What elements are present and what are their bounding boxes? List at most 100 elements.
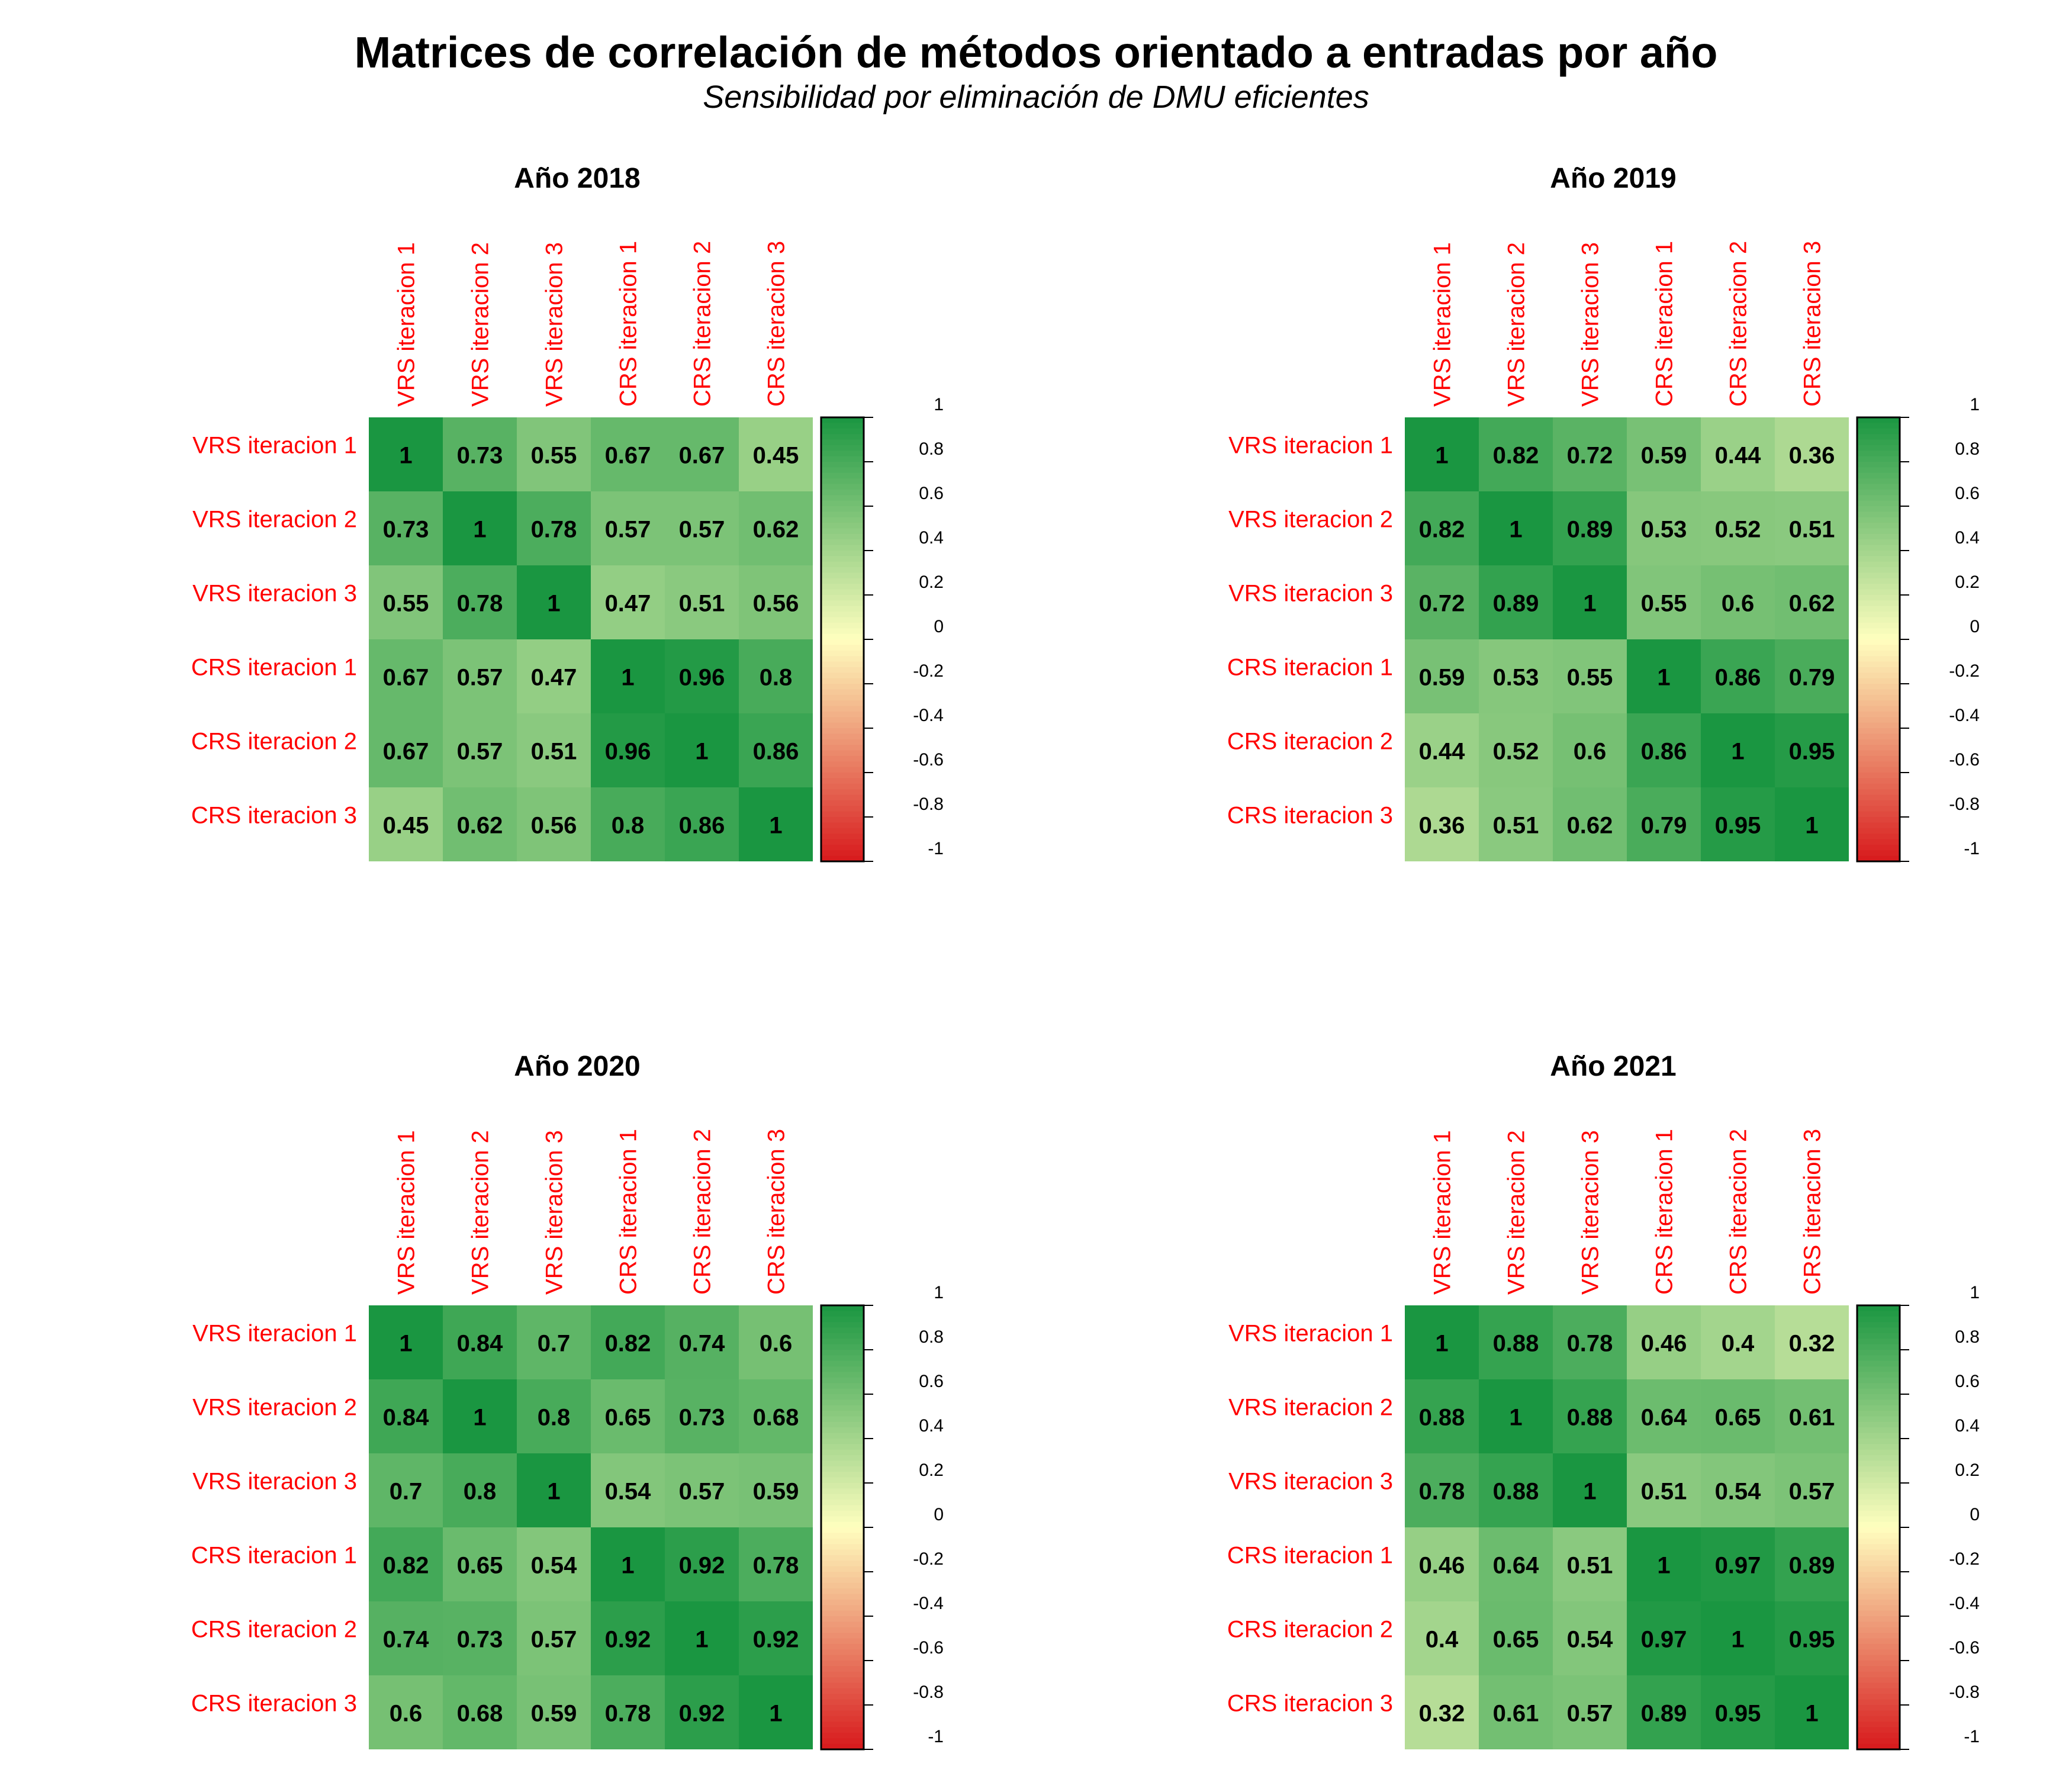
heatmap-cell: [1775, 1453, 1849, 1527]
heatmap-cell: [517, 1305, 591, 1379]
heatmap-cell: [1627, 1601, 1701, 1675]
column-label: VRS iteracion 2: [1504, 1130, 1530, 1295]
colorbar-segment: [1857, 456, 1900, 462]
colorbar-segment: [1857, 1643, 1900, 1650]
colorbar-segment: [821, 1705, 864, 1711]
cell-value-label: 0.89: [1789, 1553, 1835, 1579]
colorbar-segment: [1857, 1339, 1900, 1345]
heatmap-cell: [739, 1601, 813, 1675]
heatmap-cell: [1553, 417, 1627, 491]
heatmap-cell: [1479, 1379, 1553, 1453]
heatmap-cell: [443, 491, 517, 565]
colorbar-segment: [1857, 1327, 1900, 1334]
heatmap-cell: [443, 713, 517, 787]
colorbar-segment: [821, 1533, 864, 1539]
colorbar-segment: [1857, 1710, 1900, 1717]
cell-value-label: 0.57: [531, 1627, 577, 1653]
colorbar-segment: [1857, 1388, 1900, 1395]
colorbar-segment: [821, 1377, 864, 1384]
colorbar-segment: [821, 1727, 864, 1733]
heatmap-cell: [1627, 1305, 1701, 1379]
colorbar-segment: [1857, 589, 1900, 596]
colorbar-segment: [1857, 500, 1900, 507]
colorbar-segment: [1857, 1671, 1900, 1678]
colorbar-segment: [1857, 517, 1900, 523]
heatmap-cell: [1701, 713, 1775, 787]
colorbar-segment: [821, 733, 864, 740]
cell-value-label: 1: [1435, 443, 1448, 469]
cell-value-label: 0.74: [679, 1331, 726, 1357]
cell-value-label: 0.86: [1641, 739, 1687, 765]
colorbar-segment: [821, 1677, 864, 1684]
heatmap-cell: [1627, 417, 1701, 491]
cell-value-label: 0.95: [1789, 739, 1835, 765]
heatmap-cell: [739, 1453, 813, 1527]
column-label: VRS iteracion 3: [1578, 242, 1604, 407]
cell-value-label: 1: [399, 443, 412, 469]
cell-value-label: 0.55: [383, 591, 429, 617]
colorbar-segment: [1857, 1394, 1900, 1401]
colorbar-segment: [821, 1416, 864, 1423]
colorbar-segment: [821, 478, 864, 485]
colorbar-tick-label: 0.8: [919, 439, 944, 459]
cell-value-label: 0.67: [605, 443, 651, 469]
panel-title: Año 2021: [1550, 1051, 1676, 1082]
column-label: VRS iteracion 1: [394, 242, 420, 407]
colorbar-segment: [821, 1527, 864, 1534]
colorbar-segment: [1857, 800, 1900, 807]
colorbar-segment: [821, 667, 864, 674]
colorbar-tick-label: -0.8: [913, 794, 944, 814]
colorbar-segment: [1857, 1661, 1900, 1667]
colorbar-segment: [1857, 423, 1900, 429]
colorbar-tick-label: 0.4: [1955, 528, 1980, 548]
cell-value-label: 0.59: [531, 1701, 577, 1727]
colorbar-segment: [1857, 1527, 1900, 1534]
heatmap-cell: [665, 787, 739, 861]
colorbar-segment: [1857, 439, 1900, 446]
colorbar-segment: [821, 1455, 864, 1462]
colorbar-segment: [821, 1716, 864, 1722]
cell-value-label: 0.89: [1567, 517, 1613, 543]
colorbar-segment: [821, 767, 864, 773]
colorbar-segment: [1857, 1599, 1900, 1606]
heatmap-cell: [1627, 565, 1701, 639]
heatmap-cell: [1405, 787, 1479, 861]
colorbar-segment: [821, 745, 864, 751]
colorbar-segment: [821, 472, 864, 479]
cell-value-label: 0.67: [383, 665, 429, 691]
colorbar-tick-label: 1: [934, 1283, 944, 1302]
heatmap-cell: [1553, 713, 1627, 787]
colorbar-segment: [821, 1383, 864, 1389]
colorbar-segment: [821, 1439, 864, 1445]
colorbar-segment: [821, 684, 864, 690]
colorbar-segment: [1857, 656, 1900, 662]
colorbar-segment: [1857, 839, 1900, 845]
heatmap-cell: [369, 417, 443, 491]
column-label: CRS iteracion 2: [690, 1129, 716, 1295]
colorbar-segment: [1857, 1582, 1900, 1589]
colorbar-segment: [821, 1472, 864, 1478]
colorbar-segment: [821, 1549, 864, 1556]
column-label: CRS iteracion 3: [1800, 241, 1826, 407]
colorbar-segment: [821, 1521, 864, 1528]
colorbar-segment: [821, 1743, 864, 1750]
colorbar-segment: [1857, 506, 1900, 513]
colorbar-segment: [821, 589, 864, 596]
heatmap-cell: [591, 787, 665, 861]
colorbar-segment: [1857, 1316, 1900, 1323]
colorbar-segment: [821, 1555, 864, 1562]
heatmap-cell: [1553, 565, 1627, 639]
heatmap-cell: [1405, 1305, 1479, 1379]
colorbar-segment: [821, 606, 864, 612]
cell-value-label: 0.65: [457, 1553, 503, 1579]
chart-subtitle: Sensibilidad por eliminación de DMU efic…: [703, 79, 1369, 115]
colorbar-segment: [821, 1633, 864, 1639]
heatmap-cell: [369, 1601, 443, 1675]
colorbar-segment: [1857, 567, 1900, 574]
colorbar-segment: [821, 1372, 864, 1378]
colorbar-segment: [1857, 556, 1900, 562]
colorbar-segment: [1857, 650, 1900, 657]
column-label: CRS iteracion 2: [1726, 1129, 1752, 1295]
cell-value-label: 0.72: [1567, 443, 1613, 469]
column-label: CRS iteracion 2: [690, 241, 716, 407]
